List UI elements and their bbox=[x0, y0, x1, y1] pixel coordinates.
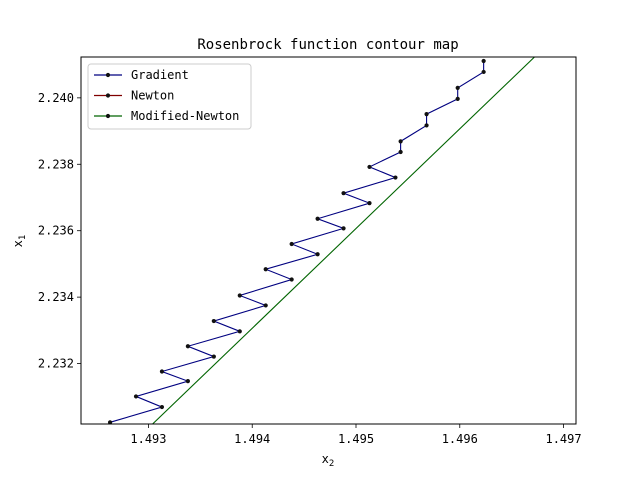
legend-marker-newton bbox=[105, 93, 111, 98]
chart-title: Rosenbrock function contour map bbox=[197, 37, 458, 53]
data-point-gradient bbox=[367, 164, 372, 170]
data-point-gradient bbox=[315, 252, 320, 257]
y-tick-label: 2.238 bbox=[38, 157, 74, 171]
data-point-gradient bbox=[159, 404, 165, 410]
data-point-gradient bbox=[341, 226, 346, 231]
legend-label-newton: Newton bbox=[131, 89, 174, 103]
data-point-gradient bbox=[133, 394, 139, 399]
y-tick-label: 2.232 bbox=[38, 357, 74, 371]
data-point-gradient bbox=[455, 96, 460, 101]
axis-ticks: 1.493 1.494 1.495 1.496 1.497 2.232 2.234 2.236… bbox=[38, 91, 582, 446]
data-point-gradient bbox=[263, 267, 268, 272]
data-point-gradient bbox=[398, 139, 403, 144]
data-point-gradient bbox=[481, 69, 486, 75]
data-point-gradient bbox=[393, 175, 398, 180]
data-point-gradient bbox=[185, 344, 190, 349]
plot-area bbox=[107, 57, 535, 424]
y-axis-label-sub: 1 bbox=[18, 235, 28, 240]
y-tick-label: 2.240 bbox=[38, 91, 74, 105]
y-tick-label: 2.236 bbox=[38, 224, 74, 238]
series-line-modified-newton bbox=[152, 57, 535, 424]
x-tick-label: 1.496 bbox=[442, 432, 478, 446]
legend-box bbox=[87, 63, 252, 130]
data-point-gradient bbox=[289, 277, 294, 282]
data-point-gradient bbox=[424, 112, 429, 117]
x-tick-label: 1.493 bbox=[130, 432, 166, 446]
y-axis-label: x1 bbox=[11, 235, 28, 248]
data-point-gradient bbox=[424, 123, 429, 128]
data-point-gradient bbox=[455, 85, 460, 90]
data-point-gradient bbox=[481, 58, 486, 64]
y-tick-label: 2.234 bbox=[38, 290, 74, 304]
data-point-gradient bbox=[211, 354, 216, 359]
data-point-gradient bbox=[398, 149, 403, 155]
legend: Gradient Newton Modified-Newton bbox=[87, 63, 252, 130]
data-point-gradient bbox=[237, 293, 242, 298]
x-axis-label-sub: 2 bbox=[329, 459, 334, 469]
x-axis-label-main: x bbox=[322, 452, 329, 466]
legend-marker-modified-newton bbox=[105, 113, 111, 119]
data-point-gradient bbox=[159, 369, 165, 374]
y-axis-label-main: x bbox=[11, 240, 25, 247]
data-point-gradient bbox=[315, 216, 320, 221]
data-point-gradient bbox=[341, 191, 346, 196]
x-tick-label: 1.495 bbox=[338, 432, 374, 446]
x-axis-label: x2 bbox=[322, 452, 335, 469]
data-point-gradient bbox=[263, 303, 268, 308]
plot-frame bbox=[80, 56, 577, 425]
data-point-gradient bbox=[185, 379, 190, 384]
legend-label-modified-newton: Modified-Newton bbox=[131, 109, 239, 123]
data-point-gradient bbox=[211, 318, 216, 324]
legend-label-gradient: Gradient bbox=[131, 68, 189, 82]
x-tick-label: 1.494 bbox=[234, 432, 270, 446]
data-point-gradient bbox=[367, 201, 372, 206]
legend-marker-gradient bbox=[105, 72, 111, 78]
data-point-gradient bbox=[107, 420, 113, 424]
data-point-gradient bbox=[237, 329, 242, 334]
data-point-gradient bbox=[289, 241, 294, 247]
x-tick-label: 1.497 bbox=[545, 432, 581, 446]
